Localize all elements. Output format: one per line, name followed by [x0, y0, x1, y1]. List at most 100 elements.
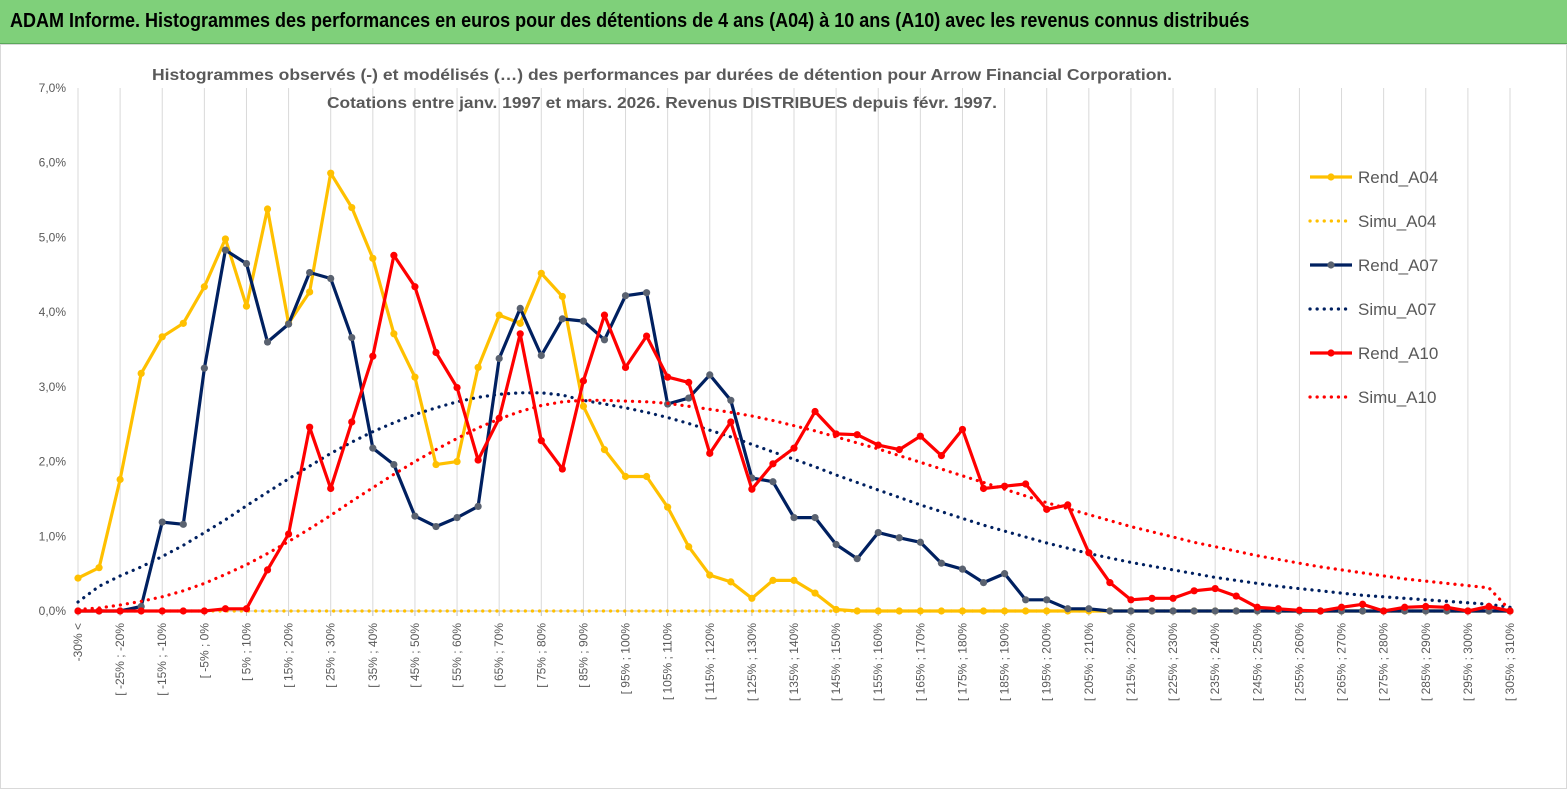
data-point-rend-a04 — [348, 203, 356, 212]
data-point-rend-a10 — [600, 311, 609, 319]
data-point-rend-a07 — [221, 246, 230, 254]
data-point-rend-a07 — [874, 528, 882, 537]
data-point-rend-a10 — [664, 373, 672, 381]
data-point-rend-a10 — [432, 348, 440, 357]
legend-marker-rend-a07 — [1327, 261, 1335, 269]
x-tick-label: [ 45% ; 50% — [408, 623, 422, 688]
data-point-rend-a10 — [263, 566, 272, 574]
data-point-rend-a07 — [453, 514, 461, 522]
y-tick-label: 4,0% — [39, 305, 67, 319]
chart-legend: Rend_A04 Simu_A04 Rend_A07 Simu_A07 Rend_A10… — [1308, 168, 1438, 407]
data-point-rend-a07 — [284, 320, 293, 328]
data-point-rend-a10 — [1253, 603, 1261, 611]
data-point-rend-a10 — [579, 377, 588, 385]
data-point-rend-a10 — [1422, 602, 1430, 611]
data-point-rend-a04 — [979, 607, 988, 615]
legend-label-rend-a07: Rend_A07 — [1358, 256, 1438, 275]
data-point-rend-a04 — [432, 460, 440, 469]
data-point-rend-a07 — [1148, 607, 1156, 615]
x-tick-label: [ 175% ; 180% — [955, 623, 969, 701]
report-banner-title: ADAM Informe. Histogrammes des performan… — [10, 10, 1250, 32]
data-point-rend-a04 — [706, 571, 714, 579]
data-point-rend-a07 — [474, 502, 482, 510]
data-point-rend-a07 — [1000, 570, 1009, 578]
data-point-rend-a07 — [790, 514, 798, 522]
performance-histogram-chart: 0,0% 1,0% 2,0% 3,0% 4,0% 5,0% 6,0% 7,0% -30% < [… — [0, 44, 1567, 789]
data-point-rend-a04 — [306, 288, 314, 296]
data-point-rend-a04 — [874, 607, 882, 615]
data-point-rend-a07 — [979, 579, 988, 587]
data-point-rend-a10 — [95, 607, 103, 615]
data-point-rend-a07 — [179, 520, 187, 528]
series-simu-a07 — [76, 391, 1512, 609]
data-point-rend-a07 — [1085, 605, 1093, 613]
data-point-rend-a07 — [516, 304, 524, 313]
data-point-rend-a07 — [1064, 605, 1072, 613]
data-point-rend-a04 — [179, 319, 187, 327]
x-tick-label: [ 295% ; 300% — [1461, 623, 1475, 701]
data-point-rend-a10 — [1190, 587, 1198, 595]
data-point-rend-a07 — [579, 317, 588, 325]
data-point-rend-a07 — [832, 540, 840, 549]
data-point-rend-a10 — [979, 484, 988, 493]
y-tick-label: 5,0% — [39, 230, 67, 244]
data-point-rend-a10 — [642, 332, 651, 340]
legend-label-rend-a10: Rend_A10 — [1358, 344, 1438, 363]
x-tick-label: [ 195% ; 200% — [1040, 623, 1054, 701]
data-point-rend-a07 — [937, 559, 946, 567]
data-point-rend-a10 — [1295, 606, 1304, 614]
data-point-rend-a10 — [1401, 603, 1409, 611]
data-point-rend-a07 — [348, 333, 356, 342]
data-point-rend-a07 — [1232, 607, 1240, 615]
data-point-rend-a07 — [958, 565, 967, 573]
data-point-rend-a10 — [221, 605, 230, 613]
data-point-rend-a10 — [411, 283, 419, 291]
y-tick-label: 1,0% — [39, 529, 67, 543]
x-tick-label: [ 125% ; 130% — [745, 623, 759, 701]
x-tick-label: [ -5% ; 0% — [197, 623, 211, 679]
data-point-rend-a10 — [558, 465, 566, 473]
data-point-rend-a10 — [369, 352, 377, 360]
data-point-rend-a07 — [1358, 607, 1367, 615]
legend-label-simu-a07: Simu_A07 — [1358, 300, 1436, 319]
data-point-rend-a07 — [895, 534, 903, 542]
data-point-rend-a10 — [537, 437, 545, 445]
y-tick-label: 0,0% — [39, 604, 67, 618]
y-axis: 0,0% 1,0% 2,0% 3,0% 4,0% 5,0% 6,0% 7,0% — [39, 81, 67, 618]
y-tick-label: 3,0% — [39, 380, 67, 394]
data-point-rend-a07 — [621, 292, 630, 300]
data-point-rend-a04 — [1000, 607, 1009, 615]
data-point-rend-a10 — [1106, 579, 1114, 587]
series-rend-a07 — [74, 246, 1514, 615]
data-point-rend-a10 — [1000, 482, 1009, 490]
legend-marker-rend-a10 — [1327, 349, 1335, 357]
x-tick-label: [ 25% ; 30% — [324, 623, 338, 688]
data-point-rend-a04 — [242, 302, 251, 310]
data-point-rend-a04 — [621, 472, 630, 481]
data-point-rend-a04 — [664, 503, 672, 511]
data-point-rend-a04 — [937, 607, 946, 615]
data-point-rend-a10 — [1043, 505, 1051, 513]
x-tick-label: [ 305% ; 310% — [1503, 623, 1517, 701]
data-point-rend-a10 — [790, 444, 798, 452]
x-tick-label: [ 65% ; 70% — [492, 623, 506, 688]
data-point-rend-a07 — [727, 396, 735, 404]
x-tick-label: [ 105% ; 110% — [661, 623, 675, 700]
data-point-rend-a04 — [790, 576, 798, 584]
x-tick-label: [ 215% ; 220% — [1124, 623, 1138, 701]
data-point-rend-a10 — [748, 485, 756, 493]
data-point-rend-a04 — [74, 574, 82, 582]
data-point-rend-a04 — [600, 446, 609, 454]
data-point-rend-a10 — [179, 607, 187, 615]
x-tick-label: [ 115% ; 120% — [703, 623, 717, 700]
data-point-rend-a10 — [1211, 584, 1219, 593]
data-point-rend-a10 — [1316, 607, 1325, 615]
data-point-rend-a04 — [558, 292, 566, 301]
data-point-rend-a10 — [1169, 594, 1177, 602]
chart-area — [0, 44, 1567, 789]
legend-label-simu-a04: Simu_A04 — [1358, 212, 1436, 231]
data-point-rend-a07 — [1211, 607, 1219, 615]
legend-label-simu-a10: Simu_A10 — [1358, 388, 1436, 407]
chart-title: Histogrammes observés (-) et modélisés (… — [152, 67, 1172, 84]
data-point-rend-a04 — [853, 607, 861, 615]
